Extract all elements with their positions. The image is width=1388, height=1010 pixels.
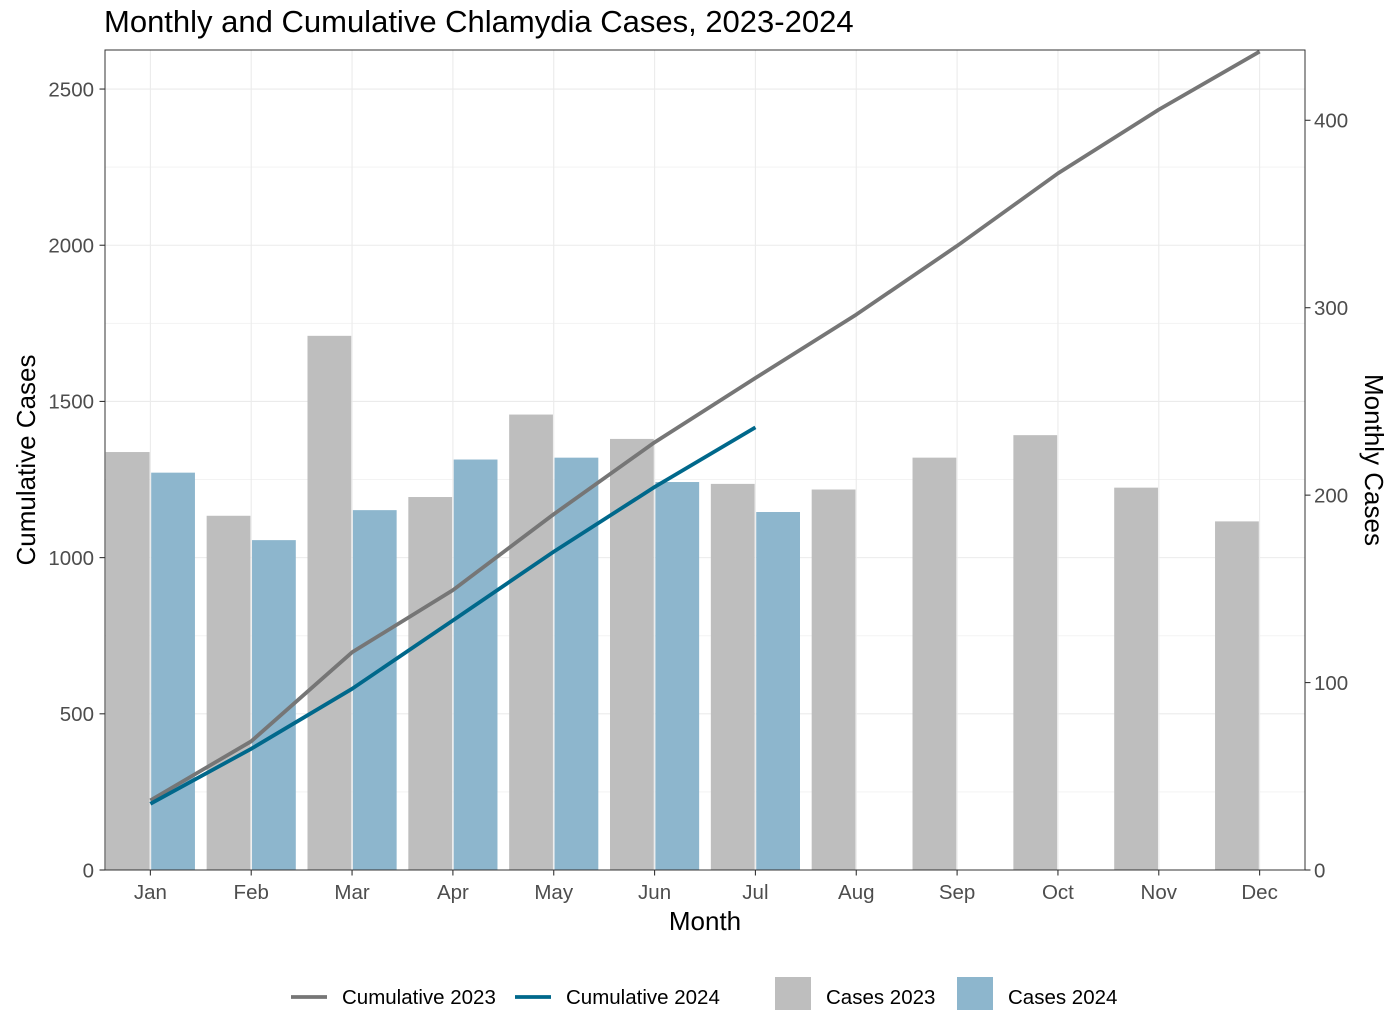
line-cumulative-2024 <box>149 425 757 806</box>
x-tick-label: Nov <box>1141 881 1178 904</box>
bar-cases-2024-jul <box>756 512 800 870</box>
x-tick-label: Feb <box>234 881 269 904</box>
bar-cases-2024-apr <box>453 459 498 870</box>
bar-cases-2023-jan <box>105 452 150 870</box>
bar-cases-2024-jun <box>655 482 700 870</box>
x-tick-label: Oct <box>1042 881 1074 904</box>
bar-cases-2023-may <box>509 414 553 870</box>
y-tick-label: 0 <box>83 859 94 882</box>
axes: 0 500 1000 1500 2000 2500 0 100 200 300 400 Jan Feb M… <box>48 78 1348 904</box>
legend-item-cases-2024: Cases 2024 <box>957 977 1117 1010</box>
bar-cases-2023-sep <box>912 457 957 870</box>
y-tick-label: 1500 <box>48 391 94 414</box>
bar-cases-2023-jul <box>710 483 755 870</box>
bar-cases-2023-aug <box>811 489 856 870</box>
legend-label: Cumulative 2024 <box>566 986 720 1009</box>
x-tick-label: May <box>534 881 573 904</box>
bar-cases-2024-mar <box>352 510 397 870</box>
y2-tick-label: 100 <box>1314 672 1348 695</box>
y-tick-label: 2500 <box>48 78 94 101</box>
bar-cases-2023-nov <box>1114 487 1158 870</box>
legend-label: Cumulative 2023 <box>342 986 496 1009</box>
x-tick-label: Sep <box>939 881 975 904</box>
bar-cases-2024-feb <box>252 540 296 870</box>
y2-tick-label: 0 <box>1314 859 1325 882</box>
legend-label: Cases 2023 <box>826 986 935 1009</box>
legend-key-box <box>775 977 811 1010</box>
y2-tick-label: 400 <box>1314 110 1348 133</box>
y-tick-label: 1000 <box>48 547 94 570</box>
x-tick-label: Jan <box>134 881 167 904</box>
bar-cases-2024-may <box>554 457 599 870</box>
legend-key-box <box>957 977 993 1010</box>
legend-item-cumulative-2023: Cumulative 2023 <box>291 986 496 1009</box>
line-cumulative-2023 <box>149 50 1261 802</box>
legend-item-cumulative-2024: Cumulative 2024 <box>515 986 720 1009</box>
bar-cases-2024-jan <box>151 472 195 870</box>
bar-cases-2023-dec <box>1215 521 1259 870</box>
x-tick-label: Mar <box>334 881 369 904</box>
x-tick-label: Dec <box>1241 881 1277 904</box>
y-tick-label: 500 <box>60 703 94 726</box>
x-tick-label: Jul <box>742 881 768 904</box>
chart-title: Monthly and Cumulative Chlamydia Cases, … <box>104 4 854 39</box>
x-axis-title: Month <box>669 906 741 936</box>
y-tick-label: 2000 <box>48 235 94 258</box>
x-tick-label: Apr <box>437 881 469 904</box>
y2-tick-label: 200 <box>1314 484 1348 507</box>
bar-cases-2023-oct <box>1013 435 1058 870</box>
y2-tick-label: 300 <box>1314 297 1348 320</box>
x-tick-label: Jun <box>638 881 671 904</box>
y2-axis-title: Monthly Cases <box>1359 374 1388 546</box>
bar-cases-2023-apr <box>408 497 453 870</box>
x-tick-label: Aug <box>838 881 874 904</box>
legend: Cumulative 2023 Cumulative 2024 Cases 2023… <box>291 977 1117 1010</box>
bar-marks <box>105 335 1259 870</box>
legend-item-cases-2023: Cases 2023 <box>775 977 935 1010</box>
bar-cases-2023-feb <box>206 515 251 870</box>
line-marks <box>149 50 1261 806</box>
legend-label: Cases 2024 <box>1008 986 1117 1009</box>
panel-border <box>104 49 1306 871</box>
y-axis-title: Cumulative Cases <box>11 355 41 566</box>
bar-cases-2023-mar <box>307 335 352 870</box>
